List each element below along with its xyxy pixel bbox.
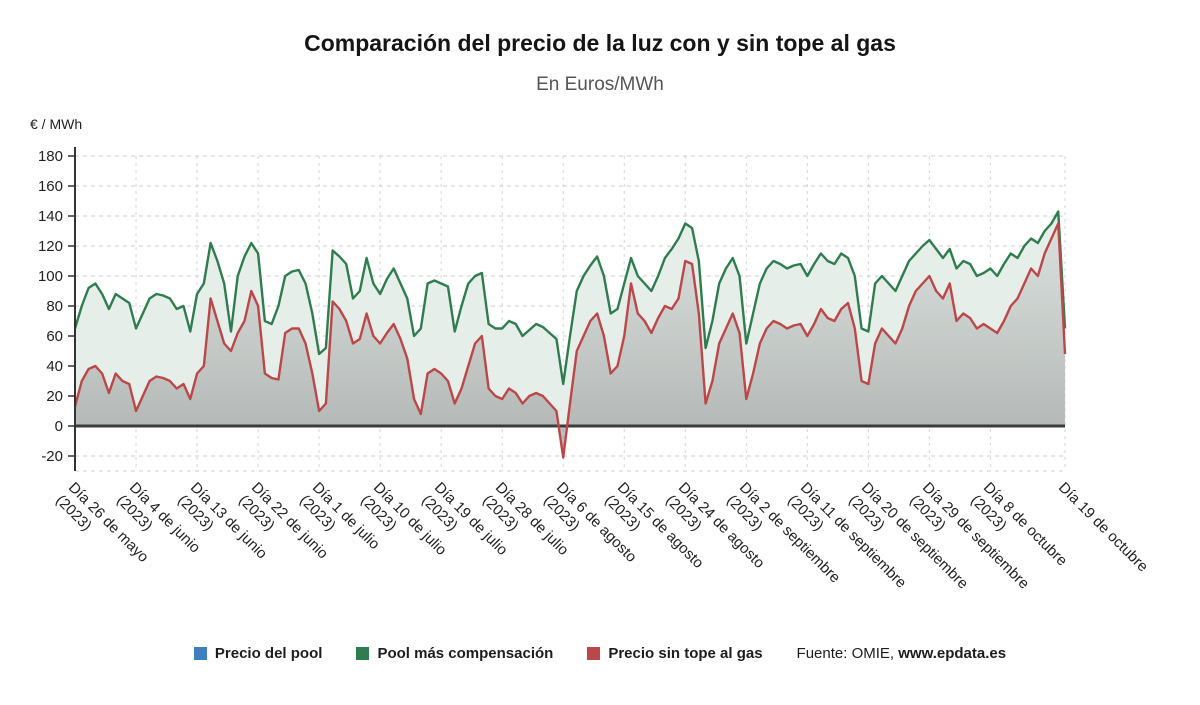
x-tick-label: Día 22 de junio (2023) [235, 479, 332, 563]
source-attribution: Fuente: OMIE, www.epdata.es [797, 645, 1007, 662]
x-tick-label: Día 10 de julio (2023) [357, 479, 450, 559]
x-tick-label: Día 29 de septiembre (2023) [906, 479, 1033, 593]
pool-compensacion-color-swatch [356, 647, 370, 660]
svg-text:120: 120 [38, 238, 63, 255]
pool-color-swatch [193, 647, 207, 660]
legend-item-precio-del-pool: Precio del pool [193, 645, 323, 662]
svg-text:140: 140 [38, 208, 63, 225]
chart-legend: Precio del pool Pool más compensación Pr… [0, 645, 1200, 662]
svg-text:80: 80 [46, 298, 63, 315]
x-tick-label: Día 2 de septiembre (2023) [723, 479, 844, 587]
chart-subtitle: En Euros/MWh [536, 74, 664, 95]
chart-title: Comparación del precio de la luz con y s… [304, 30, 896, 56]
legend-label: Pool más compensación [377, 645, 554, 662]
y-axis-unit-label: € / MWh [30, 116, 83, 132]
x-tick-label: Día 15 de agosto (2023) [601, 479, 708, 572]
svg-text:0: 0 [55, 418, 63, 435]
svg-text:160: 160 [38, 178, 63, 195]
svg-text:40: 40 [46, 358, 63, 375]
legend-label: Precio sin tope al gas [608, 645, 763, 662]
svg-text:20: 20 [46, 388, 63, 405]
svg-text:60: 60 [46, 328, 63, 345]
legend-item-pool-mas-compensacion: Pool más compensación [356, 645, 553, 662]
source-prefix: Fuente: OMIE, [796, 645, 899, 662]
x-tick-label: Día 13 de junio (2023) [174, 479, 271, 563]
x-tick-label: Día 26 de mayo (2023) [52, 479, 152, 566]
x-tick-label: Día 19 de julio (2023) [418, 479, 511, 559]
legend-label: Precio del pool [214, 645, 323, 662]
x-tick-label: Día 4 de junio (2023) [113, 479, 204, 557]
legend-item-precio-sin-tope: Precio sin tope al gas [587, 645, 763, 662]
svg-text:-20: -20 [41, 448, 63, 465]
x-tick-label: Día 11 de septiembre (2023) [784, 479, 910, 592]
source-link[interactable]: www.epdata.es [898, 645, 1007, 662]
sin-tope-color-swatch [587, 647, 601, 660]
svg-text:100: 100 [38, 268, 63, 285]
x-tick-label: Día 8 de octubre (2023) [967, 479, 1071, 570]
x-tick-label: Día 6 de agosto (2023) [540, 479, 641, 566]
price-comparison-chart: -20 0 20 40 60 80 100 120 140 160 180 [38, 147, 1067, 472]
x-tick-label: Día 20 de septiembre (2023) [845, 479, 972, 593]
x-tick-label: Día 28 de julio (2023) [479, 479, 573, 559]
x-tick-label: Día 19 de octubre [1054, 479, 1152, 576]
x-tick-label: Día 1 de julio (2023) [296, 479, 384, 553]
x-tick-label: Día 24 de agosto (2023) [662, 479, 769, 572]
svg-text:180: 180 [38, 148, 63, 165]
